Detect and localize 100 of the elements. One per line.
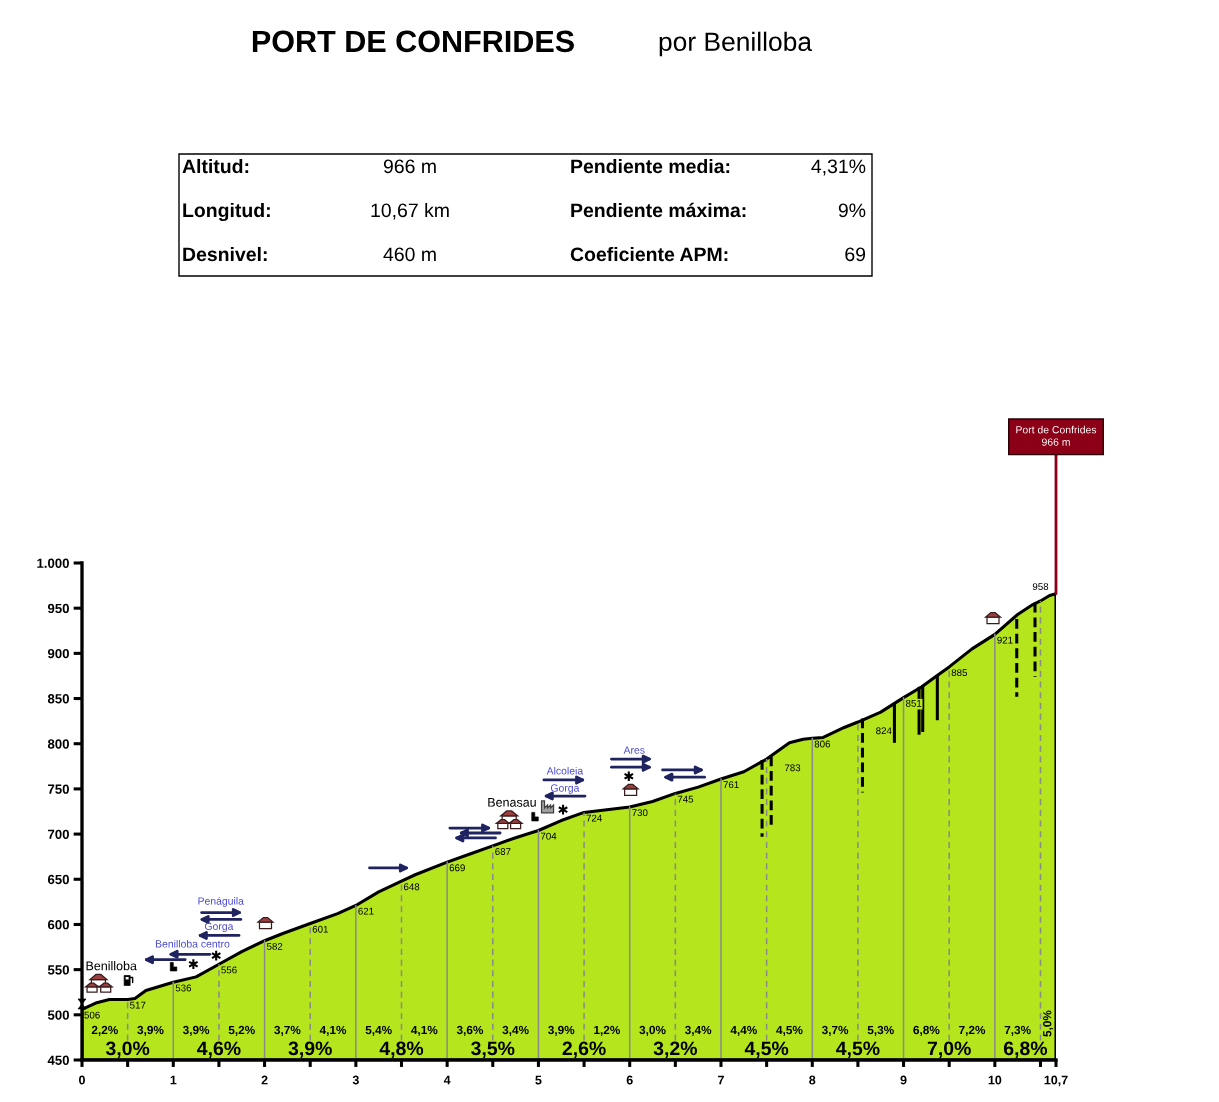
annotation: 3,0% (105, 1041, 150, 1059)
annotation: 3,6% (456, 1025, 484, 1036)
annotation: 7,0% (927, 1041, 971, 1059)
text: 9% (838, 203, 866, 218)
annotation: 6,8% (913, 1025, 940, 1036)
y-tick-label: 950 (47, 603, 69, 614)
x-tick-label: 7 (718, 1075, 724, 1085)
data-label: 582 (266, 942, 283, 950)
x-tick-label: 5 (535, 1075, 542, 1085)
x-tick-label: 6 (626, 1075, 633, 1085)
data-label: 621 (358, 907, 374, 915)
annotation: 5,3% (867, 1025, 894, 1036)
data-label: 730 (632, 809, 648, 817)
text: 966 m (383, 159, 436, 174)
data-label: 506 (84, 1011, 100, 1019)
annotation: 5,0% (1043, 1010, 1054, 1037)
text: Longitud: (183, 202, 270, 222)
annotation: 3,7% (821, 1025, 849, 1036)
x-tick-label: 9 (900, 1075, 907, 1085)
x-tick-label: 1 (170, 1075, 177, 1085)
chart-subtitle: por Benilloba (659, 31, 813, 57)
annotation: 3,5% (471, 1041, 515, 1059)
y-tick-label: 450 (47, 1055, 69, 1065)
annotation: 5,2% (228, 1025, 255, 1036)
y-tick-label: 750 (48, 784, 69, 794)
text: Altitud: (182, 158, 249, 174)
text: 10,67 km (371, 202, 449, 220)
y-tick-label: 1.000 (37, 558, 69, 568)
annotation: 2,6% (562, 1041, 606, 1059)
annotation: 4,5% (776, 1025, 803, 1036)
data-label: 921 (997, 636, 1013, 644)
text: 4,31% (811, 159, 866, 176)
y-tick-label: 700 (48, 829, 69, 839)
y-tick-label: 800 (47, 739, 69, 749)
annotation: 4,5% (836, 1041, 880, 1059)
annotation: Benilloba (86, 961, 137, 971)
data-label: 724 (586, 814, 602, 822)
annotation: 5,4% (365, 1025, 392, 1036)
data-label: 824 (876, 727, 892, 735)
text: 69 (845, 247, 866, 262)
data-label: 783 (784, 764, 801, 772)
x-tick-label: 2 (261, 1075, 268, 1085)
annotation: 7,3% (1004, 1025, 1031, 1036)
y-tick-label: 600 (47, 920, 69, 930)
data-label: 885 (951, 669, 968, 677)
annotation: 3,2% (653, 1041, 697, 1059)
text: Coeficiente APM: (570, 246, 728, 262)
data-label: 806 (814, 740, 831, 748)
x-tick-label: 8 (809, 1075, 816, 1085)
y-tick-label: 500 (47, 1010, 69, 1020)
annotation: 7,2% (959, 1025, 986, 1036)
annotation: 3,4% (684, 1025, 712, 1036)
y-tick-label: 850 (47, 694, 69, 704)
data-label: 517 (130, 1001, 146, 1009)
annotation: 1,2% (594, 1025, 621, 1036)
data-label: 704 (540, 832, 557, 840)
text: Pendiente máxima: (571, 202, 746, 218)
data-label: 601 (312, 925, 328, 933)
data-label: 851 (905, 699, 922, 707)
annotation: 3,7% (274, 1025, 301, 1036)
y-tick-label: 650 (47, 874, 69, 885)
x-tick-label: 4 (443, 1075, 451, 1085)
annotation: 4,4% (730, 1025, 757, 1036)
annotation: 3,9% (548, 1025, 575, 1036)
x-tick-label: 10 (988, 1075, 1002, 1085)
annotation: 3,4% (502, 1025, 529, 1036)
y-tick-label: 550 (47, 965, 69, 975)
annotation: 4,1% (411, 1025, 438, 1036)
x-tick-label: 10,7 (1044, 1075, 1068, 1087)
text: 460 m (383, 247, 436, 262)
annotation: Gorga (204, 922, 234, 933)
annotation: 4,5% (744, 1041, 789, 1059)
data-label: 648 (403, 883, 420, 891)
data-label: 669 (449, 864, 465, 872)
data-label: 745 (677, 795, 694, 803)
annotation: 4,8% (379, 1041, 424, 1059)
annotation: Penáguila (198, 896, 244, 907)
annotation: Benasau (488, 798, 536, 807)
x-tick-label: 0 (79, 1075, 85, 1085)
annotation: 4,6% (197, 1041, 241, 1059)
text: Pendiente media: (571, 158, 730, 174)
data-label: 958 (1032, 583, 1049, 591)
annotation: 4,1% (319, 1025, 347, 1036)
data-label: 761 (723, 781, 739, 789)
annotation: 6,8% (1003, 1041, 1048, 1059)
annotation: 3,9% (137, 1025, 164, 1036)
annotation: Benilloba centro (155, 939, 230, 948)
annotation: Ares (623, 746, 645, 754)
data-label: 536 (175, 984, 192, 992)
x-tick-label: 3 (352, 1075, 359, 1085)
annotation: 3,9% (182, 1025, 210, 1036)
annotation: Alcoleia (546, 766, 584, 775)
annotation: Port de Confrides 966 m (1016, 425, 1097, 446)
data-label: 556 (221, 966, 237, 974)
data-label: 687 (495, 848, 511, 855)
annotation: 2,2% (91, 1025, 118, 1036)
y-tick-label: 900 (47, 648, 69, 659)
text: Desnivel: (183, 246, 267, 262)
annotation: 3,9% (288, 1041, 332, 1059)
annotation: Gorga (550, 784, 580, 794)
